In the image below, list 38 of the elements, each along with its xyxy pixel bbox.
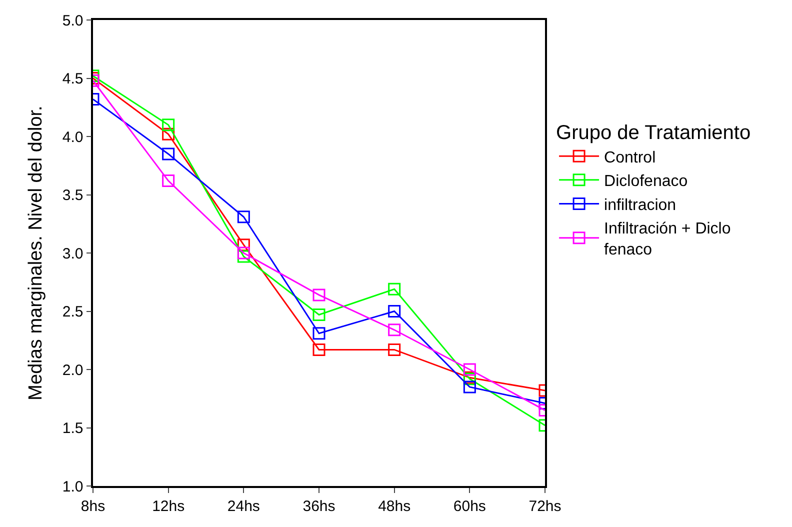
- y-tick-label: 2.0: [62, 362, 84, 379]
- x-tick-label: 48hs: [378, 498, 411, 515]
- point: [312, 343, 326, 356]
- point: [162, 148, 175, 160]
- y-axis-title: Medias marginales. Nivel del dolor.: [26, 106, 47, 400]
- legend-label: infiltracion: [604, 196, 676, 214]
- point: [312, 308, 326, 321]
- y-tick-label: 1.0: [62, 478, 84, 496]
- point: [237, 246, 250, 260]
- point: [388, 282, 401, 296]
- y-tick-label: 1.5: [62, 420, 84, 437]
- point: [388, 324, 401, 336]
- y-tick-label: 3.5: [62, 187, 84, 204]
- legend-title: Grupo de Tratamiento: [556, 122, 751, 144]
- y-tick-label: 4.0: [62, 128, 84, 146]
- x-tick-label: 12hs: [152, 498, 185, 515]
- legend-label: Infiltración + Diclo fenaco: [604, 220, 731, 259]
- y-tick-label: 2.5: [62, 304, 84, 320]
- point: [463, 380, 476, 394]
- legend-label: Control: [604, 149, 656, 166]
- point: [388, 305, 401, 318]
- x-tick-label: 8hs: [80, 498, 106, 515]
- point: [312, 288, 326, 302]
- point: [237, 210, 250, 224]
- legend-label: Diclofenaco: [604, 173, 688, 190]
- x-tick-label: 60hs: [453, 498, 486, 515]
- y-tick-label: 5.0: [62, 12, 84, 30]
- x-tick-label: 24hs: [227, 498, 260, 515]
- point: [388, 343, 401, 356]
- x-tick-label: 36hs: [302, 498, 336, 515]
- point: [312, 327, 326, 340]
- point: [162, 128, 175, 140]
- y-tick-label: 3.0: [62, 245, 84, 262]
- point: [162, 118, 175, 132]
- x-tick-label: 72hs: [528, 498, 562, 515]
- point: [162, 174, 175, 188]
- y-tick-label: 4.5: [62, 70, 84, 88]
- point: [463, 363, 476, 376]
